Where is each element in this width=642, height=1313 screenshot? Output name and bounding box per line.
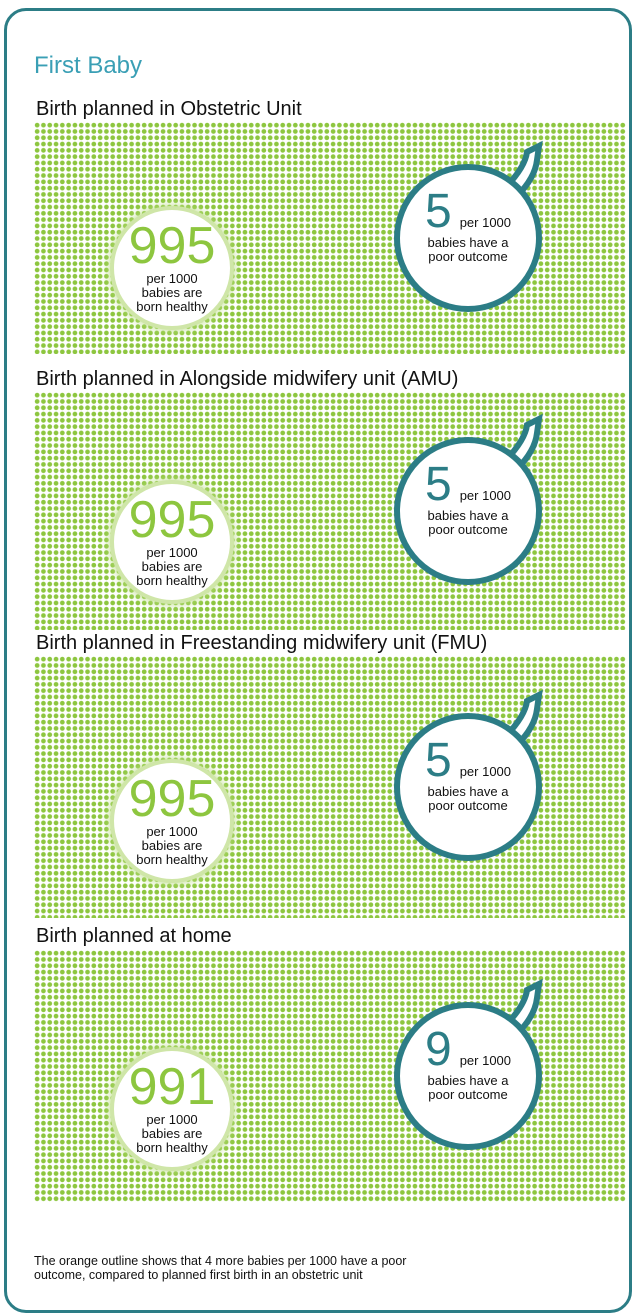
poor-text: poor outcome <box>428 1087 508 1102</box>
healthy-bubble: 995 per 1000 babies are born healthy <box>110 206 234 331</box>
healthy-bubble: 995 per 1000 babies are born healthy <box>110 759 234 884</box>
poor-per: per 1000 <box>459 488 512 503</box>
poor-row: 9 per 1000 <box>400 1026 536 1074</box>
poor-text: babies have a <box>427 508 509 523</box>
section-heading: Birth planned at home <box>36 925 232 947</box>
poor-bubble: 5 per 1000 babies have a poor outcome <box>394 437 542 585</box>
healthy-text: per 1000 <box>146 271 198 287</box>
poor-row: 5 per 1000 <box>400 737 536 785</box>
poor-per: per 1000 <box>459 1053 512 1068</box>
section-heading: Birth planned in Obstetric Unit <box>36 98 302 120</box>
poor-number: 5 <box>424 734 452 787</box>
poor-per: per 1000 <box>459 764 512 779</box>
poor-number: 9 <box>424 1023 452 1076</box>
poor-number: 5 <box>424 458 452 511</box>
poor-bubble: 5 per 1000 babies have a poor outcome <box>394 713 542 861</box>
healthy-text: babies are <box>141 558 203 574</box>
healthy-number: 995 <box>128 217 216 276</box>
section-heading: Birth planned in Alongside midwifery uni… <box>36 368 459 390</box>
healthy-bubble: 995 per 1000 babies are born healthy <box>110 479 234 604</box>
section-heading: Birth planned in Freestanding midwifery … <box>36 632 488 654</box>
poor-text: babies have a <box>427 1073 509 1088</box>
healthy-number: 995 <box>128 490 216 549</box>
healthy-number: 991 <box>128 1057 216 1116</box>
healthy-text: born healthy <box>136 1139 208 1155</box>
footnote: The orange outline shows that 4 more bab… <box>34 1254 406 1282</box>
footnote-line: outcome, compared to planned first birth… <box>34 1268 363 1282</box>
healthy-number: 995 <box>128 770 216 829</box>
poor-per: per 1000 <box>459 215 512 230</box>
poor-row: 5 per 1000 <box>400 188 536 236</box>
healthy-text: born healthy <box>136 852 208 868</box>
healthy-text: per 1000 <box>146 1111 198 1127</box>
poor-text: poor outcome <box>428 798 508 813</box>
poor-text: poor outcome <box>428 522 508 537</box>
healthy-text: born healthy <box>136 299 208 315</box>
poor-text: babies have a <box>427 784 509 799</box>
healthy-text: per 1000 <box>146 544 198 560</box>
poor-bubble: 5 per 1000 babies have a poor outcome <box>394 164 542 312</box>
healthy-text: babies are <box>141 838 203 854</box>
footnote-line: The orange outline shows that 4 more bab… <box>34 1254 407 1268</box>
title: First Baby <box>34 52 143 79</box>
healthy-text: babies are <box>141 1125 203 1141</box>
healthy-text: per 1000 <box>146 824 198 840</box>
healthy-text: babies are <box>141 285 203 301</box>
healthy-text: born healthy <box>136 572 208 588</box>
poor-number: 5 <box>424 185 452 238</box>
poor-row: 5 per 1000 <box>400 461 536 509</box>
poor-bubble: 9 per 1000 babies have a poor outcome <box>394 1002 542 1150</box>
poor-text: poor outcome <box>428 249 508 264</box>
poor-text: babies have a <box>427 235 509 250</box>
healthy-bubble: 991 per 1000 babies are born healthy <box>110 1046 234 1171</box>
